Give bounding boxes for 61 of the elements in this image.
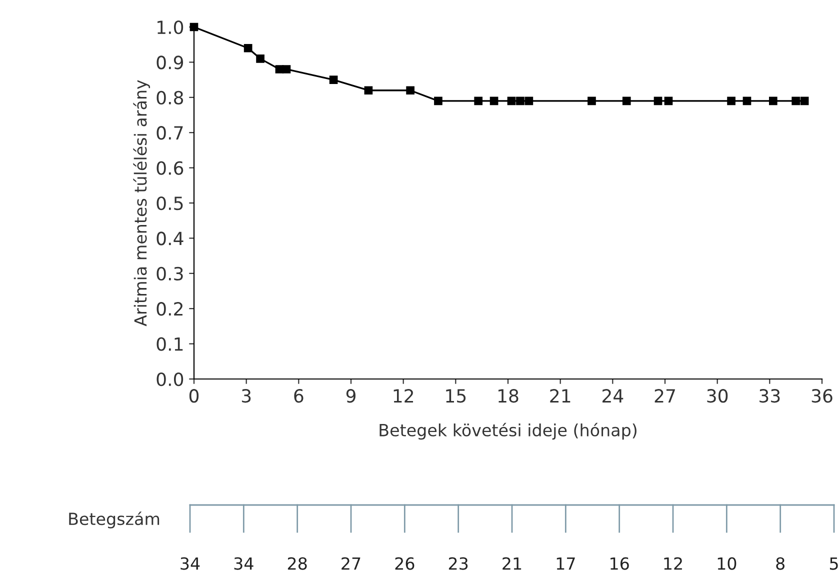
point xyxy=(434,96,442,106)
data-label: 34 xyxy=(180,557,200,570)
y-tick-label: 0.4 xyxy=(156,232,184,246)
y-tick-label: 0.1 xyxy=(156,337,183,351)
point xyxy=(727,96,736,106)
point xyxy=(516,96,524,106)
x-tick-label: 3 xyxy=(242,389,251,403)
point xyxy=(768,96,778,106)
point xyxy=(800,96,809,106)
point xyxy=(490,96,498,106)
y-tick-label: 0.3 xyxy=(156,266,183,281)
point xyxy=(282,65,291,74)
x-tick-label: 6 xyxy=(294,389,304,403)
x-tick-label: 30 xyxy=(707,389,728,403)
x-tick-label: 9 xyxy=(346,389,356,403)
point xyxy=(622,96,631,106)
data-label: 12 xyxy=(664,557,682,570)
x-tick-label: 24 xyxy=(602,389,624,402)
point xyxy=(792,96,800,106)
point xyxy=(364,86,373,95)
point xyxy=(664,96,673,106)
x-tick-label: 12 xyxy=(394,389,414,402)
y-tick-label: 0.8 xyxy=(156,90,184,105)
point xyxy=(588,96,596,106)
point xyxy=(329,76,338,84)
point xyxy=(524,96,534,106)
x-tick-label: 21 xyxy=(550,389,570,402)
data-label: 8 xyxy=(776,557,784,570)
point xyxy=(507,96,516,106)
data-label: 26 xyxy=(395,557,414,570)
data-label: 16 xyxy=(610,557,629,570)
x-tick-label: 33 xyxy=(760,389,780,403)
y-tick-label: 0.2 xyxy=(156,302,182,316)
data-label: 27 xyxy=(342,557,360,570)
x-tick-label: 18 xyxy=(498,389,518,403)
x-axis-title: Betegek követési ideje (hónap) xyxy=(380,422,636,440)
point xyxy=(406,86,414,95)
y-axis-title: Aritmia mentes túlélési arány xyxy=(133,80,150,326)
data-label: 23 xyxy=(448,557,468,570)
y-tick-label: 0.5 xyxy=(156,196,183,210)
data-label: 10 xyxy=(718,557,736,570)
data-label: 28 xyxy=(288,557,307,570)
data-label: 17 xyxy=(556,557,575,570)
data-label: 34 xyxy=(234,557,254,570)
x-tick-label: 15 xyxy=(446,389,466,403)
text: Betegszám xyxy=(69,512,160,528)
x-tick-label: 36 xyxy=(812,389,832,403)
y-tick-label: 1.0 xyxy=(158,20,184,34)
data-label: 5 xyxy=(830,557,838,570)
point xyxy=(244,44,252,52)
x-tick-label: 0 xyxy=(189,389,199,403)
y-tick-label: 0.0 xyxy=(156,372,184,386)
point xyxy=(654,96,662,106)
point xyxy=(742,96,752,106)
point xyxy=(256,54,264,63)
x-tick-label: 27 xyxy=(654,389,675,402)
y-tick-label: 0.9 xyxy=(156,56,184,70)
y-tick-label: 0.7 xyxy=(156,126,183,140)
y-tick-label: 0.6 xyxy=(156,161,184,175)
data-label: 21 xyxy=(502,557,522,570)
point xyxy=(474,96,483,106)
